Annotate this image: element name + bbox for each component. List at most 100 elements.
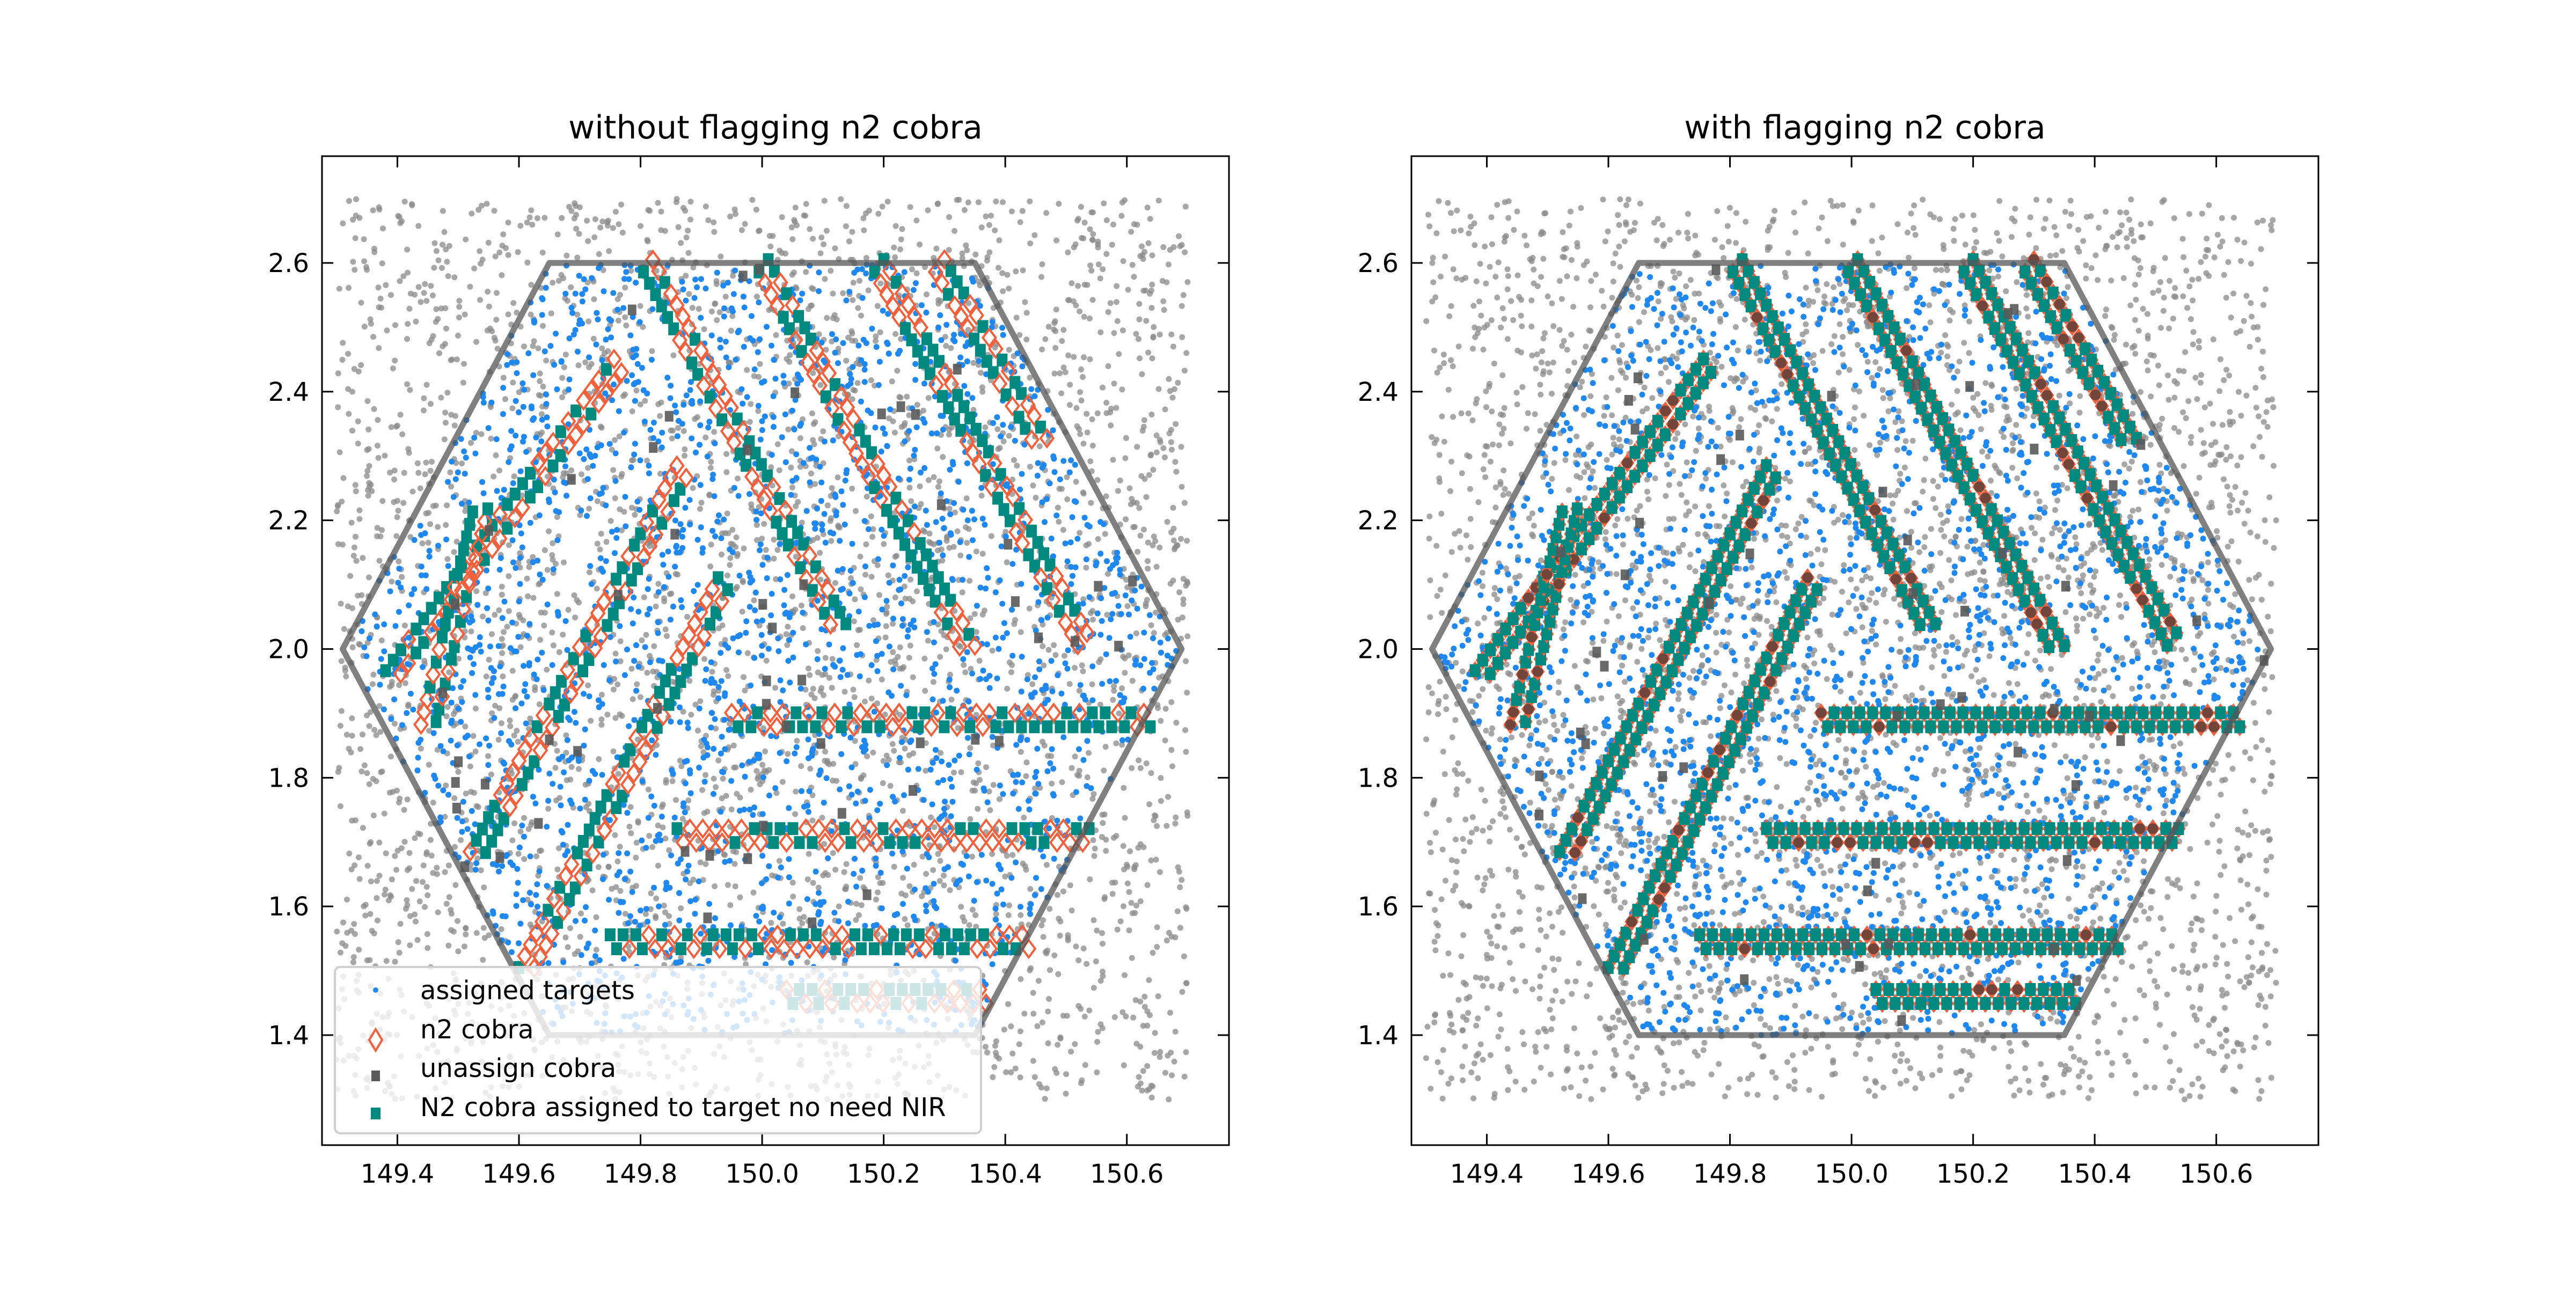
background-target-point [1114,926,1121,933]
assigned-target-point [495,643,502,649]
background-target-point [863,541,869,547]
background-target-point [389,578,395,585]
background-target-point [970,360,977,366]
background-target-point [472,705,479,712]
background-target-point [766,233,773,239]
background-target-point [1119,1009,1126,1015]
background-target-point [481,935,488,941]
assigned-target-point [523,720,529,727]
background-target-point [559,394,566,400]
background-target-point [1129,262,1136,268]
background-target-point [1158,717,1164,724]
background-target-point [1131,274,1137,280]
assigned-target-point [683,876,689,883]
background-target-point [727,214,734,219]
background-target-point [482,590,489,596]
assigned-target-point [419,572,425,578]
background-target-point [1080,668,1086,675]
background-target-point [1166,376,1172,382]
assigned-target-point [506,459,512,465]
background-target-point [642,398,648,404]
background-target-point [576,599,582,606]
assigned-target-point [866,526,872,532]
assigned-target-point [857,673,863,679]
background-target-point [617,638,624,644]
background-target-point [711,775,717,782]
assigned-target-point [624,810,631,816]
background-target-point [1004,559,1010,566]
assigned-target-point [520,404,526,410]
background-target-point [959,255,965,261]
background-target-point [1099,384,1106,391]
background-target-point [828,268,834,274]
background-target-point [959,250,965,256]
background-target-point [387,292,394,298]
background-target-point [1144,1008,1151,1015]
background-target-point [427,837,434,843]
background-target-point [1139,428,1146,434]
background-target-point [428,853,435,859]
assigned-target-point [1118,611,1124,617]
assigned-target-point [662,922,668,928]
background-target-point [355,368,362,375]
background-target-point [1091,791,1097,797]
background-target-point [1095,1029,1101,1035]
background-target-point [1051,320,1058,326]
background-target-point [578,910,584,917]
background-target-point [1076,687,1082,694]
assigned-target-point [964,391,971,397]
background-target-point [655,581,662,587]
background-target-point [468,439,474,446]
background-target-point [1077,389,1083,395]
background-target-point [1077,308,1083,314]
background-target-point [1079,662,1085,669]
background-target-point [496,705,503,712]
background-target-point [506,542,512,548]
background-target-point [507,723,514,729]
assigned-target-point [680,401,687,408]
background-target-point [599,218,606,225]
background-target-point [356,215,363,221]
background-target-point [610,225,616,231]
assigned-target-point [680,526,686,533]
background-target-point [1073,405,1080,411]
background-target-point [643,632,649,638]
background-target-point [689,305,696,311]
background-target-point [1056,915,1062,922]
background-target-point [913,270,920,276]
background-target-point [356,947,362,953]
background-target-point [396,558,402,565]
background-target-point [793,553,799,560]
background-target-point [1089,608,1096,614]
background-target-point [499,272,505,278]
background-target-point [1120,654,1126,660]
background-target-point [389,876,395,883]
background-target-point [968,665,974,672]
background-target-point [364,267,370,273]
background-target-point [897,246,903,253]
background-target-point [722,294,729,300]
assigned-target-point [620,802,627,808]
background-target-point [1069,907,1075,914]
assigned-target-point [861,367,868,373]
assigned-target-point [819,522,825,528]
background-target-point [1180,292,1187,298]
background-target-point [820,428,826,435]
background-target-point [473,430,479,436]
background-target-point [789,236,796,243]
background-target-point [806,665,811,672]
background-target-point [433,248,440,254]
background-target-point [969,853,975,860]
background-target-point [536,701,543,707]
background-target-point [538,411,545,417]
background-target-point [1173,720,1180,726]
assigned-target-point [534,881,540,888]
background-target-point [934,547,941,554]
background-target-point [365,446,372,452]
background-target-point [1162,706,1169,712]
background-target-point [461,361,467,367]
background-target-point [653,603,659,610]
background-target-point [1021,815,1027,821]
background-target-point [828,538,835,544]
assigned-target-point [633,352,639,358]
